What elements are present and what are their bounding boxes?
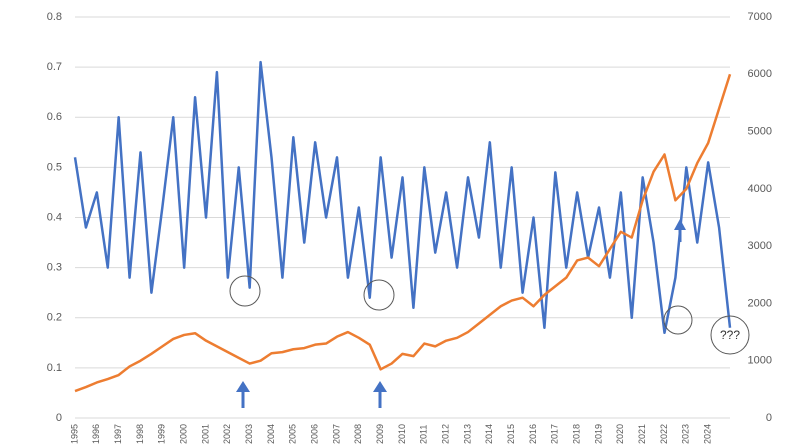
y2-tick-label: 1000 <box>748 355 772 367</box>
annotation-text: ??? <box>720 328 740 342</box>
circle-marker <box>663 305 693 335</box>
x-tick-label: 1995 <box>69 424 79 444</box>
x-tick-label: 2012 <box>441 424 451 444</box>
y2-tick-label: 2000 <box>748 297 772 309</box>
x-tick-label: 2008 <box>353 424 363 444</box>
arrow-head <box>674 219 686 230</box>
x-tick-label: 2022 <box>659 424 669 444</box>
x-tick-label: 2010 <box>397 424 407 444</box>
y-tick-label: 0.3 <box>47 262 62 274</box>
circle-marker <box>229 275 261 307</box>
series-line <box>73 60 732 335</box>
x-tick-label: 2013 <box>462 424 472 444</box>
x-tick-label: 2023 <box>681 424 691 444</box>
y2-tick-label: 5000 <box>748 125 772 137</box>
x-tick-label: 2011 <box>419 425 429 444</box>
y-tick-label: 0.7 <box>47 61 62 73</box>
y-tick-label: 0.1 <box>47 362 62 374</box>
y-tick-label: 0.5 <box>47 161 62 173</box>
y-tick-label: 0.2 <box>47 312 62 324</box>
x-tick-label: 2002 <box>222 424 232 444</box>
x-tick-label: 1998 <box>135 424 145 444</box>
circle-marker <box>363 279 395 311</box>
x-tick-label: 2005 <box>288 424 298 444</box>
y2-tick-label: 4000 <box>748 183 772 195</box>
x-tick-label: 2004 <box>266 424 276 444</box>
x-tick-label: 2016 <box>528 424 538 444</box>
x-tick-label: 1996 <box>91 424 101 444</box>
y-tick-label: 0 <box>56 412 62 424</box>
y-tick-label: 0.8 <box>47 11 62 23</box>
x-tick-label: 2006 <box>310 424 320 444</box>
x-tick-label: 2018 <box>572 424 582 444</box>
x-tick-label: 2024 <box>703 424 713 444</box>
x-tick-label: 2015 <box>506 424 516 444</box>
arrow-head <box>236 381 250 392</box>
x-tick-label: 1999 <box>157 424 167 444</box>
x-tick-label: 2021 <box>637 424 647 444</box>
series-line <box>74 73 732 393</box>
y-tick-label: 0.4 <box>47 211 62 223</box>
plot-layer: 0 0.1 0.2 0.3 0.4 0.5 0.6 0.7 0.8 0 1000 2000 3000 40… <box>47 11 772 444</box>
y-tick-label: 0.6 <box>47 111 62 123</box>
x-tick-label: 1997 <box>113 424 123 444</box>
arrows <box>236 219 686 408</box>
x-tick-label: 2007 <box>331 424 341 444</box>
x-tick-label: 2003 <box>244 424 254 444</box>
circle-marker <box>710 315 750 355</box>
x-tick-label: 2009 <box>375 424 385 444</box>
arrow-head <box>373 381 387 392</box>
annotation-shapes <box>229 275 750 355</box>
x-tick-label: 2001 <box>200 424 210 444</box>
y2-tick-label: 7000 <box>748 11 772 23</box>
x-tick-label: 2000 <box>179 424 189 444</box>
y2-tick-label: 0 <box>766 412 772 424</box>
x-tick-label: 2017 <box>550 424 560 444</box>
x-tick-label: 2019 <box>593 424 603 444</box>
x-tick-label: 2014 <box>484 424 494 444</box>
x-tick-label: 2020 <box>615 424 625 444</box>
y2-tick-label: 6000 <box>748 68 772 80</box>
y2-tick-label: 3000 <box>748 240 772 252</box>
